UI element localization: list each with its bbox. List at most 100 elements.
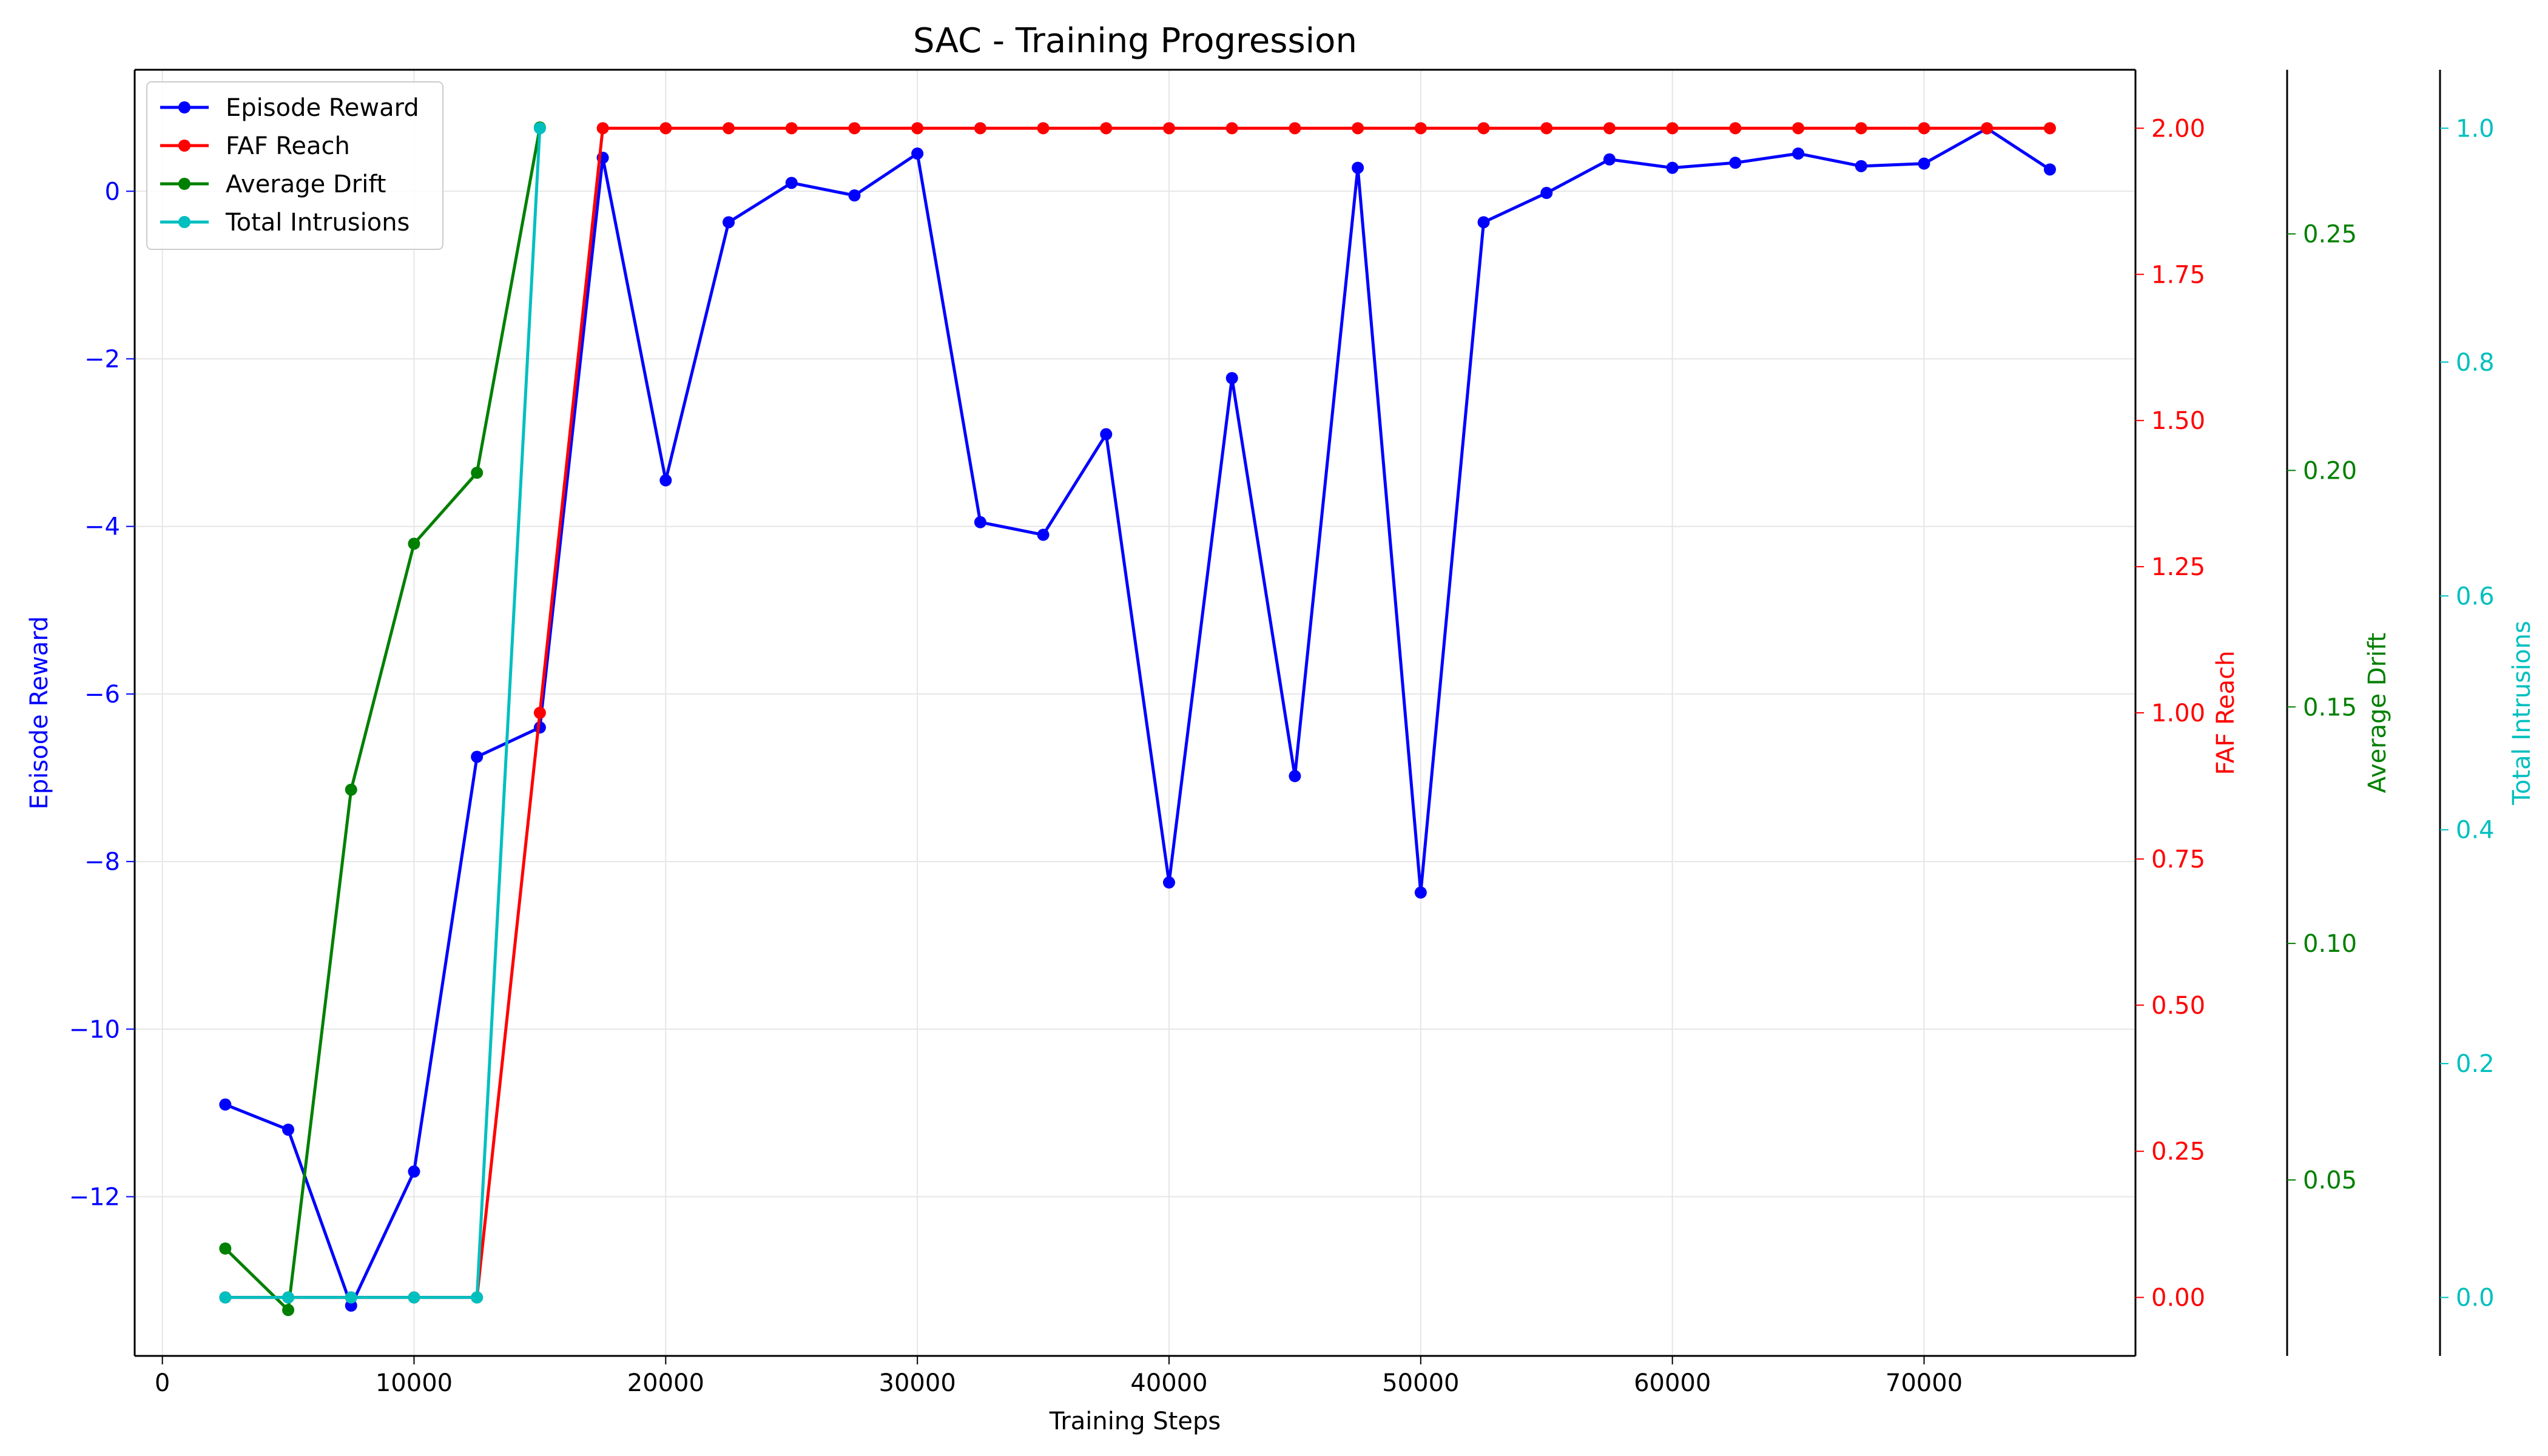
data-point <box>1037 528 1050 541</box>
data-point <box>848 189 861 202</box>
x-tick-label: 60000 <box>1634 1369 1711 1397</box>
data-point <box>471 1291 484 1304</box>
y-tick-label: 0.50 <box>2151 992 2205 1020</box>
legend-box <box>146 81 443 250</box>
data-point <box>1540 122 1553 135</box>
y-tick-label: 1.0 <box>2456 115 2495 143</box>
y-axis-intrusions: 0.0 0.2 0.4 0.6 0.8 1.0 Total Intrusions <box>2439 70 2536 1356</box>
data-point <box>1163 876 1176 889</box>
y-axis-label-reward: Episode Reward <box>25 616 53 810</box>
data-point <box>471 467 484 479</box>
data-point <box>1225 372 1238 385</box>
y-tick-label: 0.00 <box>2151 1284 2205 1312</box>
data-point <box>659 474 672 487</box>
series-total-intrusions <box>219 122 546 1304</box>
grid <box>135 70 2135 1356</box>
data-point <box>345 783 357 796</box>
data-point <box>1477 122 1490 135</box>
data-point <box>785 122 798 135</box>
y-tick-label: −12 <box>69 1184 120 1212</box>
data-point <box>723 216 735 229</box>
y-tick-label: 1.25 <box>2151 553 2205 581</box>
y-tick-label: 0.2 <box>2456 1050 2495 1078</box>
series-line-episode-reward <box>224 127 2051 1307</box>
x-tick-label: 30000 <box>879 1369 956 1397</box>
data-point <box>1225 122 1238 135</box>
series-layer <box>219 121 2056 1316</box>
y-axis-drift: 0.05 0.10 0.15 0.20 0.25 Average Drift <box>2286 70 2391 1356</box>
series-line-faf-reach <box>225 126 2050 1299</box>
y-tick-label: −8 <box>84 848 120 876</box>
data-point <box>1855 160 1867 172</box>
y-tick-label: 0 <box>105 178 120 206</box>
x-tick-label: 50000 <box>1382 1369 1459 1397</box>
y-tick-label: 0.10 <box>2303 930 2357 958</box>
y-tick-label: −10 <box>69 1016 120 1043</box>
x-tick-label: 70000 <box>1886 1369 1963 1397</box>
y-tick-label: 0.05 <box>2303 1167 2357 1195</box>
data-point <box>1918 157 1930 170</box>
axes: 0 10000 20000 30000 40000 50000 60000 70000 0 −2 −… <box>25 70 2536 1397</box>
data-point <box>1100 122 1113 135</box>
x-tick-label: 20000 <box>627 1369 704 1397</box>
data-point <box>1100 428 1113 440</box>
y-tick-label: 0.8 <box>2456 349 2495 377</box>
data-point <box>1477 216 1490 229</box>
data-point <box>1414 886 1427 899</box>
data-point <box>1729 122 1742 135</box>
y-tick-label: −6 <box>84 681 120 709</box>
data-point <box>1792 122 1805 135</box>
legend-swatch-marker <box>178 216 190 228</box>
data-point <box>1289 122 1301 135</box>
data-point <box>1603 122 1616 135</box>
data-point <box>1981 122 1994 135</box>
y-axis-label-faf: FAF Reach <box>2212 651 2240 775</box>
data-point <box>1163 122 1176 135</box>
data-point <box>282 1291 295 1304</box>
y-tick-label: −2 <box>84 345 120 373</box>
legend-item-average-drift: Average Drift <box>160 170 386 198</box>
data-point <box>345 1291 357 1304</box>
legend-swatch-marker <box>178 101 190 113</box>
x-tick-label: 40000 <box>1130 1369 1207 1397</box>
y-tick-label: 0.4 <box>2456 817 2495 844</box>
data-point <box>1603 153 1616 166</box>
series-average-drift <box>219 121 546 1316</box>
data-point <box>2043 122 2056 135</box>
data-point <box>1037 122 1050 135</box>
y-tick-label: 0.25 <box>2303 221 2357 249</box>
data-point <box>219 1291 232 1304</box>
y-tick-label: 1.50 <box>2151 407 2205 435</box>
data-point <box>596 122 609 135</box>
data-point <box>723 122 735 135</box>
data-point <box>1352 161 1364 174</box>
y-tick-label: 0.0 <box>2456 1284 2495 1312</box>
legend-label: Episode Reward <box>226 94 419 122</box>
data-point <box>408 1291 420 1304</box>
y-axis-faf: 0.00 0.25 0.50 0.75 1.00 1.25 1.50 1.75 2.00 FAF … <box>2134 70 2240 1356</box>
y-tick-label: 0.15 <box>2303 693 2357 721</box>
data-point <box>911 122 924 135</box>
legend-item-episode-reward: Episode Reward <box>160 94 419 122</box>
data-point <box>1666 122 1679 135</box>
y-tick-label: −4 <box>84 513 120 541</box>
data-point <box>1352 122 1364 135</box>
x-tick-label: 10000 <box>376 1369 453 1397</box>
x-axis-label: Training Steps <box>1049 1407 1221 1435</box>
legend-label: Total Intrusions <box>225 209 410 237</box>
data-point <box>1855 122 1867 135</box>
y-tick-label: 1.75 <box>2151 261 2205 289</box>
y-axis-label-drift: Average Drift <box>2364 633 2391 793</box>
data-point <box>1540 187 1553 200</box>
data-point <box>1414 122 1427 135</box>
chart-title: SAC - Training Progression <box>913 21 1357 61</box>
y-tick-label: 1.00 <box>2151 699 2205 727</box>
data-point <box>2043 163 2056 176</box>
data-point <box>1666 161 1679 174</box>
legend-swatch-marker <box>178 140 190 152</box>
data-point <box>974 516 986 528</box>
data-point <box>533 707 546 719</box>
y-axis-label-intrusions: Total Intrusions <box>2508 621 2536 805</box>
data-point <box>408 538 420 550</box>
